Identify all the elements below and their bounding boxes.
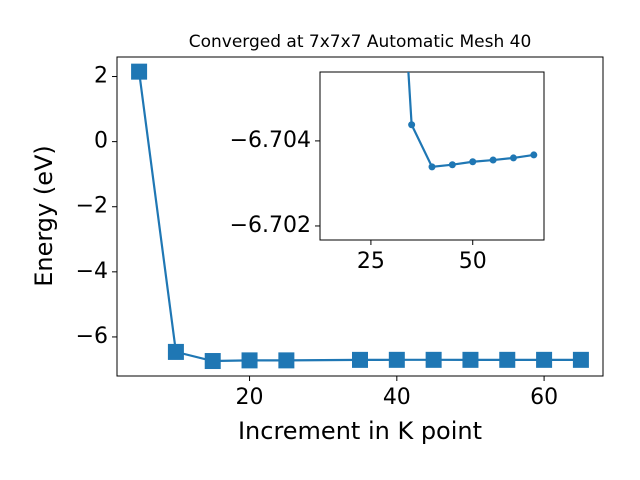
chart-title: Converged at 7x7x7 Automatic Mesh 40 (189, 32, 532, 52)
y-tick-label: −4 (76, 259, 108, 284)
marker (352, 351, 368, 368)
marker (204, 353, 221, 370)
y-tick-label: −6.702 (230, 213, 311, 238)
marker (425, 351, 442, 368)
marker (489, 156, 497, 164)
series (407, 72, 538, 171)
y-tick-label: −6 (76, 324, 108, 349)
marker (448, 161, 456, 169)
marker (131, 63, 148, 80)
marker (572, 351, 589, 368)
marker (408, 121, 416, 129)
x-tick-label: 25 (357, 249, 385, 274)
x-tick-label: 40 (383, 385, 411, 410)
x-tick-label: 20 (236, 385, 264, 410)
x-axis-label: Increment in K point (238, 417, 482, 445)
x-tick-label: 60 (530, 385, 558, 410)
marker (469, 158, 477, 166)
marker (499, 351, 516, 368)
plot-area (319, 71, 545, 241)
marker (167, 343, 184, 360)
y-tick-label: −2 (76, 194, 108, 219)
x-tick-label: 50 (459, 249, 487, 274)
y-axis-label: Energy (eV) (30, 145, 58, 287)
marker (536, 351, 553, 368)
marker (241, 352, 258, 369)
marker (428, 163, 436, 171)
marker (462, 351, 479, 368)
y-tick-label: 2 (94, 64, 108, 89)
marker (388, 351, 405, 368)
marker (278, 352, 295, 369)
marker (530, 151, 538, 159)
marker (509, 154, 517, 162)
y-tick-label: −6.704 (230, 128, 311, 153)
series (131, 63, 589, 370)
y-tick-label: 0 (94, 129, 108, 154)
